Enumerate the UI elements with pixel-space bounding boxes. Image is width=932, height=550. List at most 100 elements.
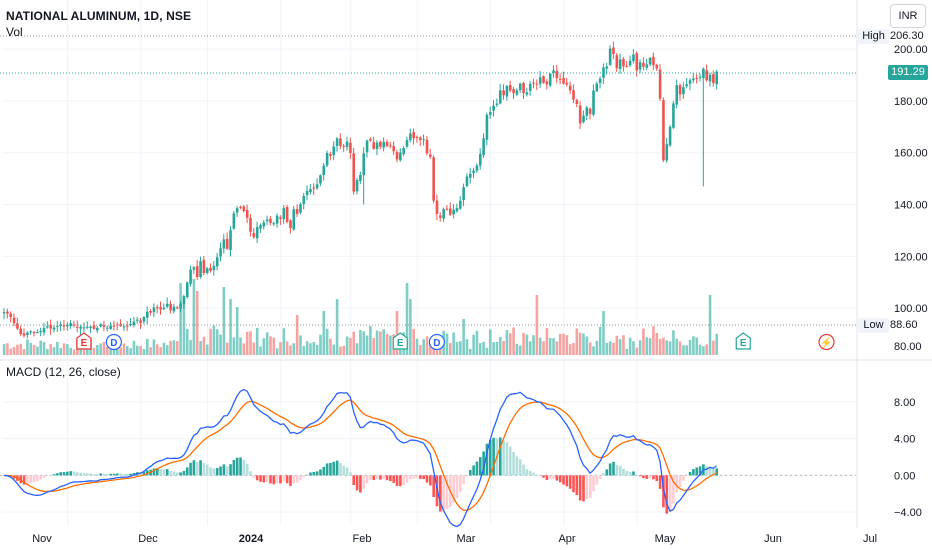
- candle-body: [545, 81, 549, 85]
- volume-bar: [512, 327, 515, 355]
- volume-bar: [452, 332, 455, 355]
- candle-body: [82, 327, 86, 329]
- time-tick-label: Mar: [457, 533, 476, 545]
- currency-button[interactable]: INR: [890, 4, 926, 28]
- event-symbol: E: [740, 338, 747, 349]
- volume-bar: [212, 325, 216, 355]
- time-tick-label: Dec: [138, 533, 158, 545]
- macd-histogram-bar: [275, 475, 279, 484]
- macd-histogram-bar: [169, 470, 172, 476]
- volume-bar: [136, 345, 139, 355]
- volume-bar: [26, 339, 29, 355]
- volume-bar: [642, 328, 645, 355]
- candle-body: [335, 138, 339, 146]
- volume-bar: [172, 340, 176, 355]
- macd-histogram-bar: [585, 475, 589, 499]
- macd-histogram-bar: [289, 475, 292, 486]
- volume-bar: [149, 347, 152, 355]
- macd-histogram-bar: [129, 473, 132, 476]
- volume-bar: [275, 348, 279, 355]
- macd-histogram-bar: [162, 469, 166, 476]
- volume-bar: [625, 348, 629, 355]
- volume-bar: [325, 328, 329, 355]
- volume-bar: [595, 340, 599, 355]
- candle-body: [605, 66, 609, 69]
- volume-bar: [16, 344, 19, 355]
- event-symbol: E: [81, 338, 88, 349]
- macd-histogram-bar: [608, 463, 612, 476]
- volume-bar: [255, 327, 259, 355]
- candle-body: [488, 112, 492, 115]
- macd-histogram-bar: [445, 475, 449, 509]
- macd-histogram-bar: [672, 475, 675, 504]
- candle-body: [12, 317, 16, 324]
- candle-body: [429, 154, 432, 157]
- volume-bar: [525, 334, 529, 355]
- volume-bar: [109, 347, 112, 355]
- macd-histogram-bar: [119, 473, 122, 476]
- volume-bar: [66, 344, 69, 355]
- volume-bar: [645, 337, 649, 355]
- macd-tick-label: −4.00: [894, 507, 922, 519]
- candle-body: [352, 153, 356, 192]
- macd-histogram-bar: [142, 471, 146, 476]
- candle-body: [219, 248, 222, 257]
- candle-body: [465, 176, 469, 187]
- candle-body: [136, 319, 139, 321]
- candle-body: [512, 89, 515, 94]
- macd-histogram-bar: [538, 475, 542, 477]
- macd-histogram-bar: [562, 475, 565, 485]
- volume-bar: [612, 342, 615, 355]
- volume-bar: [72, 349, 76, 355]
- volume-bar: [389, 335, 392, 355]
- macd-histogram-bar: [618, 465, 622, 476]
- volume-bar: [315, 344, 319, 355]
- candle-body: [685, 84, 689, 87]
- candle-body: [555, 70, 559, 79]
- candle-body: [522, 82, 525, 94]
- macd-histogram-bar: [305, 474, 309, 476]
- macd-histogram-bar: [272, 475, 276, 485]
- macd-histogram-bar: [26, 475, 29, 485]
- macd-histogram-bar: [36, 475, 39, 482]
- volume-bar: [102, 341, 106, 355]
- macd-histogram-bar: [552, 475, 555, 479]
- candle-body: [568, 85, 572, 91]
- volume-bar: [272, 337, 276, 355]
- volume-bar: [488, 329, 492, 355]
- candle-body: [442, 209, 445, 219]
- volume-bar: [628, 337, 632, 355]
- candle-body: [249, 217, 252, 232]
- volume-bar: [405, 283, 409, 355]
- candle-body: [275, 215, 279, 224]
- volume-bar: [532, 335, 535, 355]
- candle-body: [165, 303, 169, 307]
- signal-line: [3, 399, 717, 511]
- candle-body: [585, 107, 589, 116]
- volume-bar: [282, 328, 286, 355]
- volume-bar: [605, 342, 609, 355]
- macd-histogram-bar: [595, 475, 599, 485]
- volume-bar: [349, 337, 352, 355]
- volume-bar: [538, 337, 542, 355]
- macd-histogram-bar: [112, 473, 116, 476]
- macd-histogram-bar: [578, 475, 582, 501]
- volume-bar: [169, 340, 172, 355]
- candle-body: [435, 200, 439, 214]
- macd-histogram-bar: [109, 473, 112, 476]
- volume-bar: [345, 336, 349, 355]
- volume-bar: [702, 346, 705, 355]
- macd-histogram-bar: [212, 468, 216, 476]
- volume-bar: [542, 341, 545, 355]
- macd-histogram-bar: [102, 473, 106, 476]
- macd-histogram-bar: [309, 472, 312, 476]
- candle-body: [305, 190, 309, 196]
- candle-body: [6, 311, 9, 314]
- volume-bar: [32, 345, 36, 355]
- time-tick-label: Nov: [32, 533, 52, 545]
- candle-body: [212, 265, 216, 270]
- volume-bar: [568, 344, 572, 355]
- candle-body: [299, 204, 302, 213]
- volume-bar: [548, 338, 552, 355]
